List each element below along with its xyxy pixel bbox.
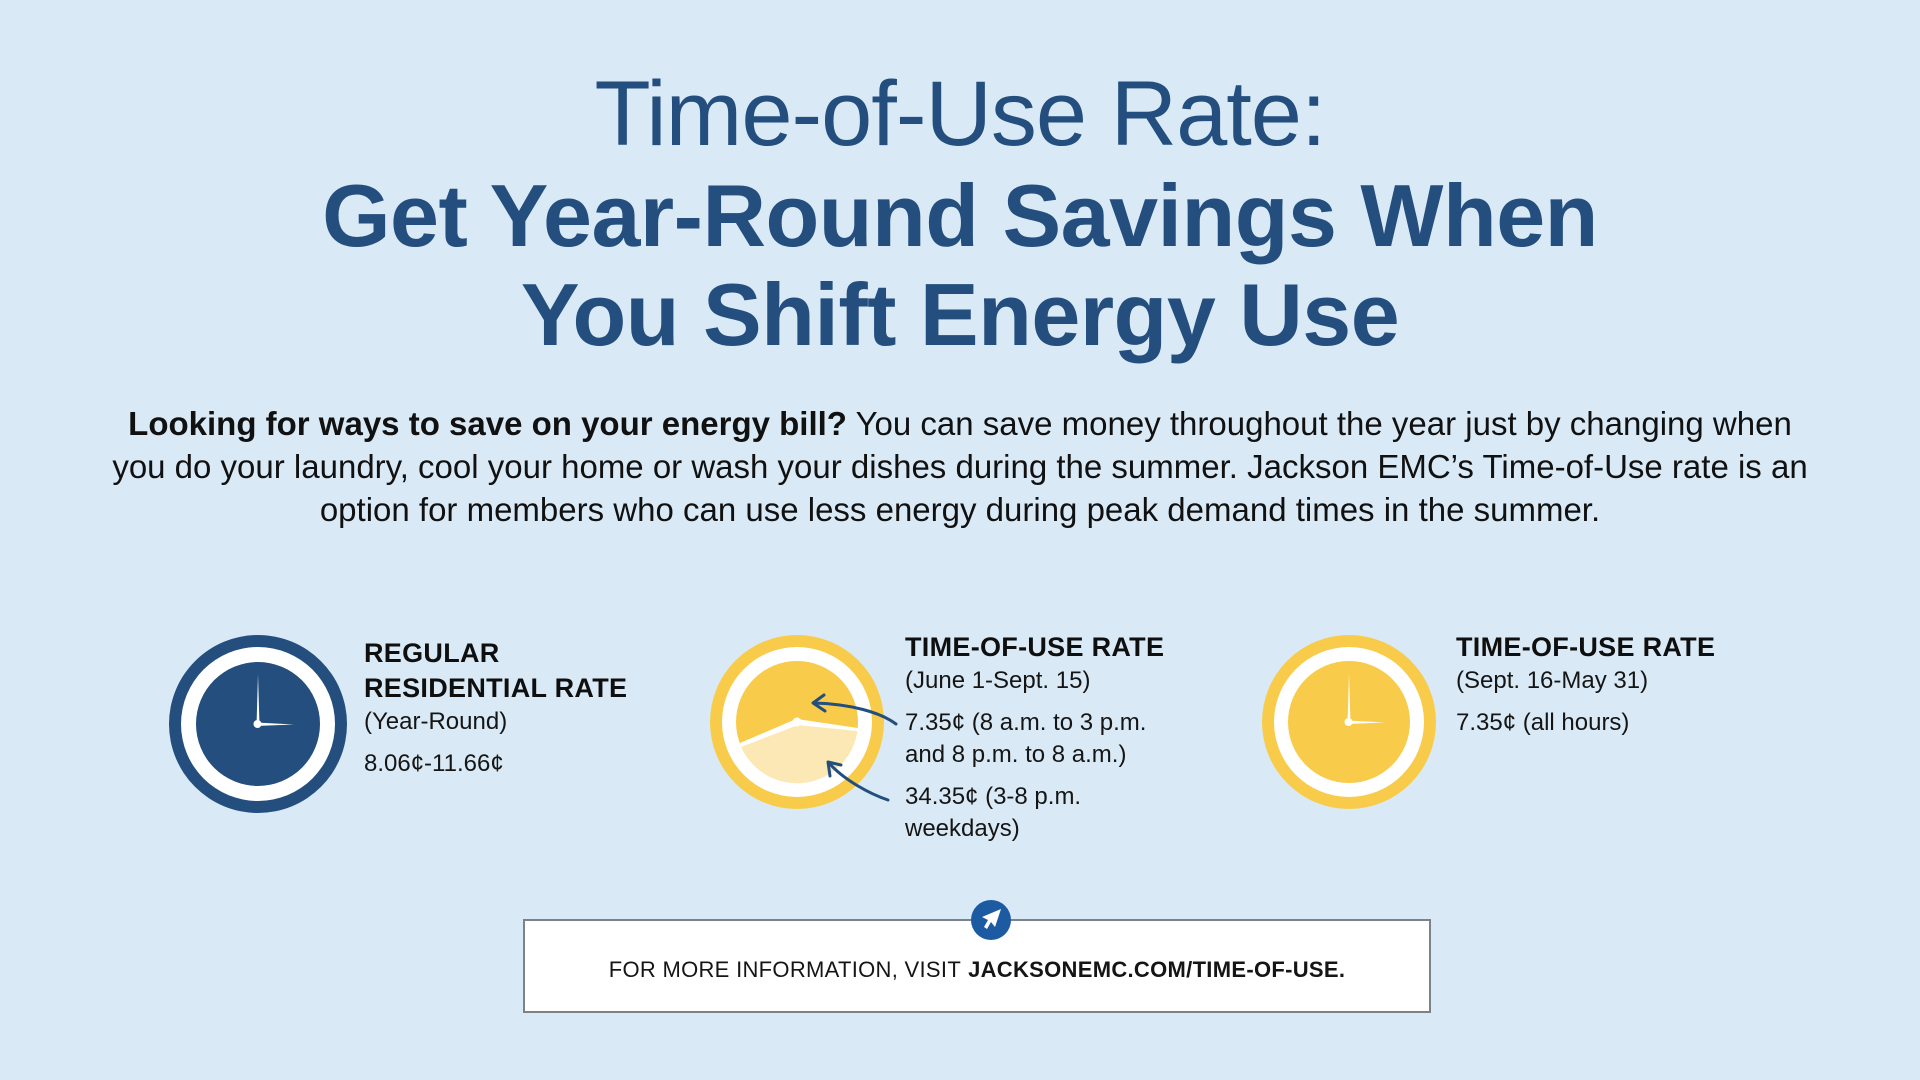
callout-arrows — [811, 693, 898, 802]
summer-offpeak-line-1: 7.35¢ (8 a.m. to 3 p.m. — [905, 709, 1147, 736]
summer-peak-line-2: weekdays) — [905, 815, 1020, 842]
winter-tou-value: 7.35¢ (all hours) — [1456, 709, 1630, 736]
info-link[interactable]: JACKSONEMC.COM/TIME-OF-USE. — [968, 957, 1346, 982]
intro-paragraph: Looking for ways to save on your energy … — [100, 402, 1820, 531]
clock-icon — [1262, 635, 1436, 809]
summer-tou-block: TIME-OF-USE RATE (June 1-Sept. 15) 7.35¢… — [905, 630, 1164, 845]
summer-tou-period: (June 1-Sept. 15) — [905, 667, 1091, 694]
clock-icon — [169, 635, 347, 813]
intro-body: You can save money throughout the year j… — [112, 405, 1808, 528]
info-prefix: FOR MORE INFORMATION, VISIT — [608, 957, 962, 982]
summer-tou-heading: TIME-OF-USE RATE — [905, 632, 1165, 662]
offpeak-arrow-icon — [812, 701, 898, 726]
cursor-pointer-icon — [971, 900, 1011, 940]
regular-rate-heading-1: REGULAR — [364, 638, 500, 668]
peak-arrow-icon — [827, 761, 890, 802]
intro-lead: Looking for ways to save on your energy … — [128, 405, 847, 442]
regular-rate-period: (Year-Round) — [364, 708, 508, 735]
summer-peak-line-1: 34.35¢ (3-8 p.m. — [905, 783, 1082, 810]
winter-tou-period: (Sept. 16-May 31) — [1456, 667, 1649, 694]
page-subtitle-line-1: Get Year-Round Savings When — [322, 166, 1598, 265]
winter-tou-block: TIME-OF-USE RATE (Sept. 16-May 31) 7.35¢… — [1456, 630, 1715, 739]
page-title: Time-of-Use Rate: — [594, 63, 1326, 165]
regular-rate-heading-2: RESIDENTIAL RATE — [364, 673, 628, 703]
summer-offpeak-line-2: and 8 p.m. to 8 a.m.) — [905, 741, 1127, 768]
regular-rate-block: REGULAR RESIDENTIAL RATE (Year-Round) 8.… — [364, 636, 627, 780]
page-subtitle-line-2: You Shift Energy Use — [520, 265, 1400, 364]
info-box-text: FOR MORE INFORMATION, VISIT JACKSONEMC.C… — [523, 919, 1431, 1013]
winter-tou-heading: TIME-OF-USE RATE — [1456, 632, 1716, 662]
regular-rate-value: 8.06¢-11.66¢ — [364, 750, 504, 777]
